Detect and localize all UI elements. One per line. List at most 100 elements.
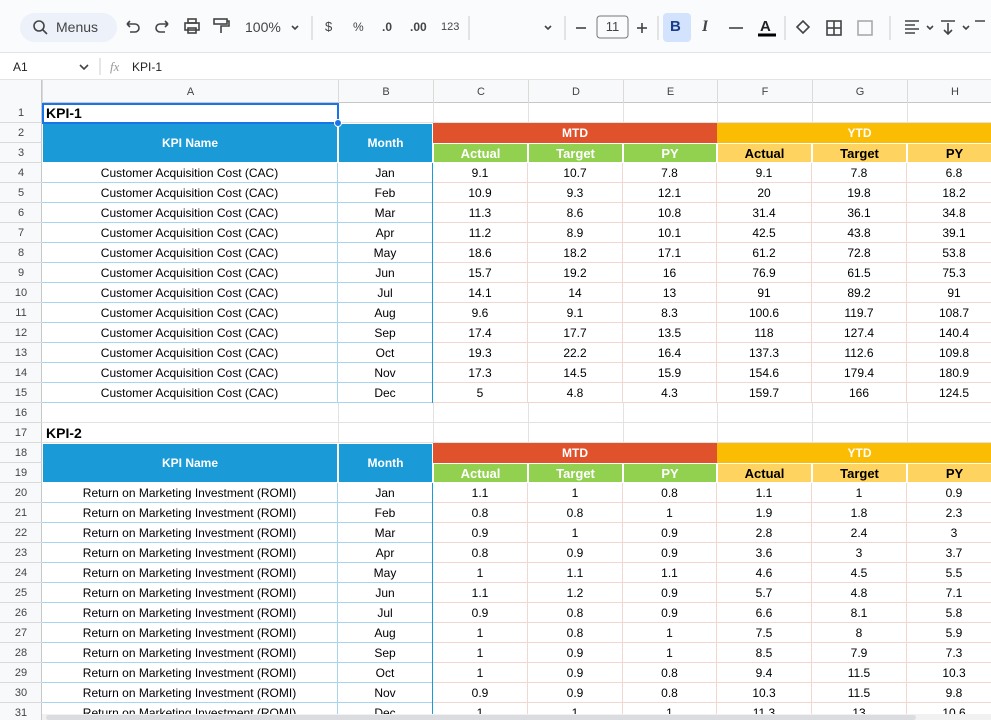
column-header-bar xyxy=(0,80,991,103)
month-column-edge xyxy=(432,163,433,403)
value-cell: 7.5 xyxy=(717,623,812,643)
kpi-name-cell: Customer Acquisition Cost (CAC) xyxy=(42,343,338,363)
sub-header: Actual xyxy=(433,143,528,163)
value-cell: 1 xyxy=(433,643,528,663)
value-cell: 108.7 xyxy=(907,303,991,323)
kpi-name-cell: Return on Marketing Investment (ROMI) xyxy=(42,543,338,563)
value-cell: 20 xyxy=(717,183,812,203)
column-header: F xyxy=(717,80,812,103)
value-cell: 137.3 xyxy=(717,343,812,363)
kpi-name-cell: Customer Acquisition Cost (CAC) xyxy=(42,163,338,183)
sub-header: PY xyxy=(623,143,717,163)
value-cell: 0.9 xyxy=(623,603,717,623)
month-cell: Apr xyxy=(338,223,433,243)
search-box[interactable] xyxy=(20,13,117,42)
row-number: 3 xyxy=(0,143,42,163)
value-cell: 31.4 xyxy=(717,203,812,223)
value-cell: 124.5 xyxy=(907,383,991,403)
value-cell: 19.2 xyxy=(528,263,623,283)
value-cell: 0.9 xyxy=(528,683,623,703)
value-cell: 1.1 xyxy=(528,563,623,583)
value-cell: 9.6 xyxy=(433,303,528,323)
value-cell: 5.5 xyxy=(907,563,991,583)
grid-column-line xyxy=(623,103,624,720)
value-cell: 0.9 xyxy=(623,543,717,563)
cell-reference: A1 xyxy=(13,60,28,74)
grid-column-line xyxy=(812,103,813,720)
value-cell: 6.8 xyxy=(907,163,991,183)
sub-header: Target xyxy=(528,463,623,483)
month-cell: Aug xyxy=(338,623,433,643)
selected-cell xyxy=(42,103,339,124)
row-number: 17 xyxy=(0,423,42,443)
value-cell: 8 xyxy=(812,623,907,643)
fill-handle[interactable] xyxy=(334,119,342,127)
value-cell: 16.4 xyxy=(623,343,717,363)
value-cell: 8.3 xyxy=(623,303,717,323)
kpi-name-cell: Return on Marketing Investment (ROMI) xyxy=(42,663,338,683)
italic-button[interactable]: I xyxy=(702,18,709,35)
kpi-name-cell: Return on Marketing Investment (ROMI) xyxy=(42,603,338,623)
month-cell: Sep xyxy=(338,323,433,343)
scrollbar-thumb[interactable] xyxy=(46,715,916,720)
value-cell: 91 xyxy=(717,283,812,303)
row-number: 8 xyxy=(0,243,42,263)
month-cell: Nov xyxy=(338,363,433,383)
value-cell: 5.8 xyxy=(907,603,991,623)
kpi-name-cell: Customer Acquisition Cost (CAC) xyxy=(42,383,338,403)
value-cell: 9.1 xyxy=(433,163,528,183)
sub-header: Target xyxy=(812,463,907,483)
month-cell: Oct xyxy=(338,663,433,683)
bold-button[interactable]: B xyxy=(670,18,681,35)
value-cell: 1 xyxy=(623,503,717,523)
font-size[interactable]: 11 xyxy=(605,19,620,34)
row-number: 29 xyxy=(0,663,42,683)
grid-column-line xyxy=(528,103,529,720)
value-cell: 14.5 xyxy=(528,363,623,383)
text-color[interactable]: A xyxy=(760,18,771,35)
value-cell: 1 xyxy=(433,623,528,643)
value-cell: 0.8 xyxy=(528,623,623,643)
column-header: D xyxy=(528,80,623,103)
month-cell: Feb xyxy=(338,183,433,203)
row-header-bar xyxy=(0,80,42,720)
value-cell: 1.1 xyxy=(433,583,528,603)
value-cell: 17.7 xyxy=(528,323,623,343)
value-cell: 1 xyxy=(623,623,717,643)
value-cell: 3.7 xyxy=(907,543,991,563)
row-number: 25 xyxy=(0,583,42,603)
value-cell: 34.8 xyxy=(907,203,991,223)
kpi-name-cell: Return on Marketing Investment (ROMI) xyxy=(42,643,338,663)
row-number: 5 xyxy=(0,183,42,203)
value-cell: 17.4 xyxy=(433,323,528,343)
value-cell: 1.9 xyxy=(717,503,812,523)
value-cell: 18.2 xyxy=(528,243,623,263)
value-cell: 0.9 xyxy=(623,523,717,543)
value-cell: 16 xyxy=(623,263,717,283)
value-cell: 11.5 xyxy=(812,663,907,683)
row-number: 15 xyxy=(0,383,42,403)
value-cell: 0.8 xyxy=(623,683,717,703)
value-cell: 15.7 xyxy=(433,263,528,283)
row-number: 9 xyxy=(0,263,42,283)
value-cell: 18.2 xyxy=(907,183,991,203)
value-cell: 0.9 xyxy=(528,643,623,663)
value-cell: 119.7 xyxy=(812,303,907,323)
value-cell: 11.2 xyxy=(433,223,528,243)
value-cell: 91 xyxy=(907,283,991,303)
value-cell: 19.8 xyxy=(812,183,907,203)
value-cell: 118 xyxy=(717,323,812,343)
value-cell: 7.1 xyxy=(907,583,991,603)
value-cell: 1 xyxy=(433,663,528,683)
search-label[interactable]: Menus xyxy=(56,19,99,35)
column-header: E xyxy=(623,80,717,103)
value-cell: 75.3 xyxy=(907,263,991,283)
formula-bar xyxy=(0,52,991,80)
kpi-name-cell: Customer Acquisition Cost (CAC) xyxy=(42,303,338,323)
header-ytd: YTD xyxy=(717,443,991,463)
value-cell: 180.9 xyxy=(907,363,991,383)
value-cell: 4.6 xyxy=(717,563,812,583)
value-cell: 9.1 xyxy=(528,303,623,323)
value-cell: 7.8 xyxy=(623,163,717,183)
header-kpi-name: KPI Name xyxy=(42,443,338,483)
